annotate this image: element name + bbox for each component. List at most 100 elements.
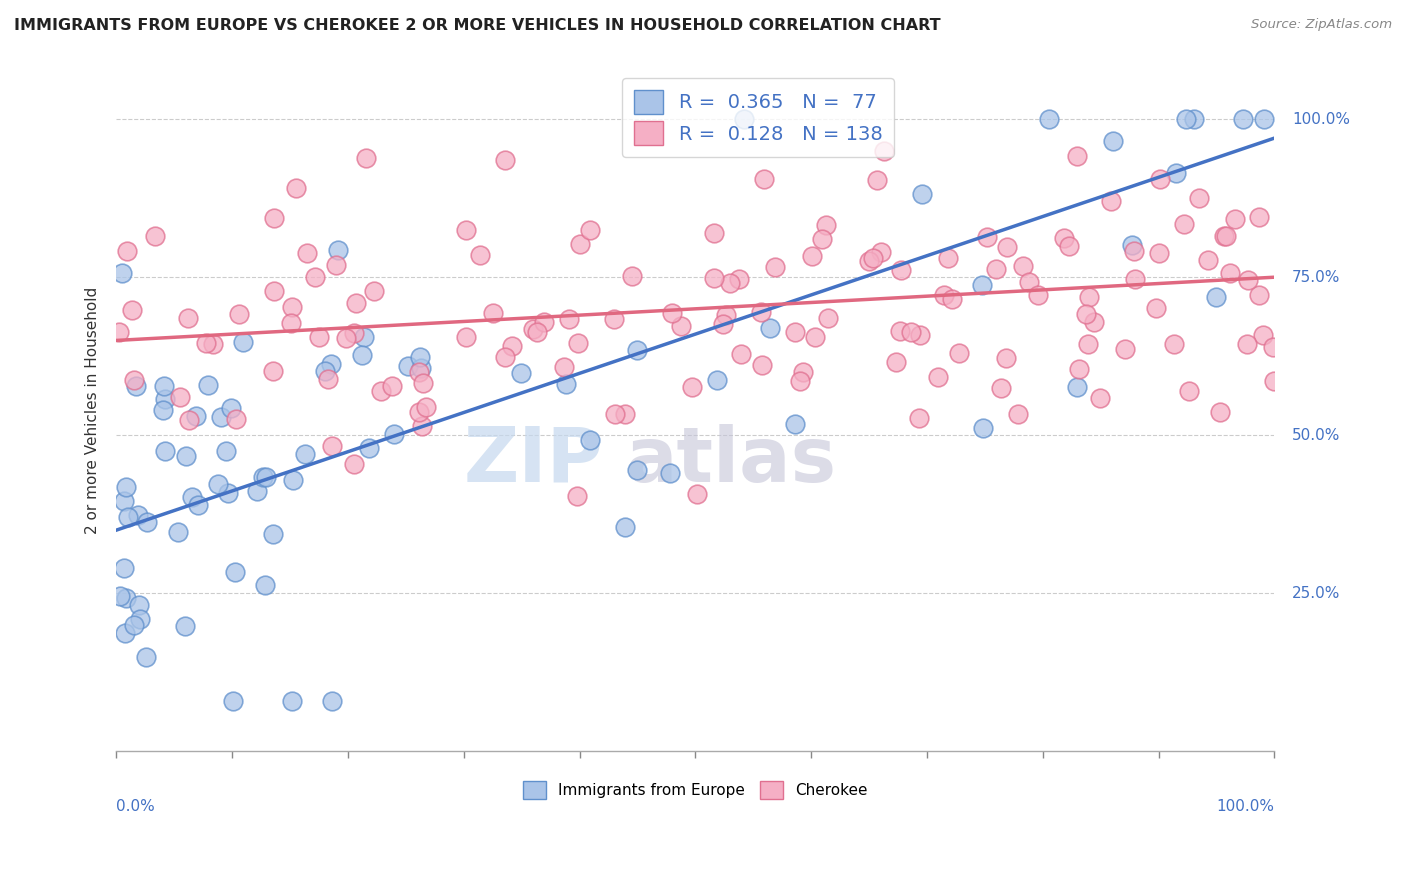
Text: 75.0%: 75.0% [1292,269,1340,285]
Point [166,524,188,539]
Point [482,306,505,320]
Point [1261,340,1284,354]
Point [568,237,591,252]
Point [412,376,434,391]
Point [706,374,728,388]
Point [262,363,284,377]
Point [873,144,896,158]
Point [124,373,146,387]
Point [613,408,636,422]
Point [232,335,254,350]
Point [814,218,837,232]
Point [553,360,575,375]
Point [948,346,970,360]
Point [381,379,404,393]
Point [578,222,600,236]
Point [1026,288,1049,302]
Point [281,694,304,708]
Point [335,331,357,345]
Point [217,486,239,500]
Point [1078,290,1101,304]
Point [197,378,219,392]
Point [1074,307,1097,321]
Point [224,565,246,579]
Point [215,444,238,458]
Point [370,384,392,398]
Point [112,561,135,575]
Point [155,443,177,458]
Point [1149,172,1171,186]
Point [363,284,385,298]
Point [382,427,405,442]
Point [285,181,308,195]
Text: ZIP: ZIP [463,424,603,498]
Point [111,267,134,281]
Point [202,336,225,351]
Point [325,258,347,272]
Point [314,364,336,378]
Point [280,300,302,314]
Point [280,316,302,330]
Point [990,381,1012,395]
Point [763,260,786,275]
Point [533,315,555,329]
Point [555,377,578,392]
Point [321,357,343,371]
Point [1174,112,1197,127]
Point [350,348,373,362]
Point [110,589,132,603]
Point [115,591,138,606]
Point [1197,253,1219,268]
Point [911,186,934,201]
Point [281,473,304,487]
Point [1212,229,1234,244]
Point [207,476,229,491]
Point [304,270,326,285]
Point [308,330,330,344]
Point [294,447,316,461]
Point [145,229,167,244]
Point [1052,231,1074,245]
Point [659,467,682,481]
Point [1099,194,1122,209]
Point [686,487,709,501]
Point [1057,239,1080,253]
Point [558,311,581,326]
Point [972,277,994,292]
Point [117,510,139,524]
Point [1215,229,1237,244]
Point [681,380,703,394]
Point [359,441,381,455]
Point [125,379,148,393]
Point [626,463,648,477]
Point [129,612,152,626]
Point [209,409,232,424]
Point [408,405,430,419]
Point [1147,246,1170,260]
Point [262,527,284,541]
Point [354,151,377,165]
Point [941,292,963,306]
Point [621,268,644,283]
Point [228,307,250,321]
Point [415,400,437,414]
Point [908,328,931,343]
Point [938,251,960,265]
Point [1018,275,1040,289]
Point [108,325,131,339]
Point [1038,112,1060,127]
Point [174,618,197,632]
Point [603,407,626,421]
Point [114,625,136,640]
Point [494,153,516,167]
Point [785,417,807,431]
Point [1067,362,1090,376]
Point [1088,391,1111,405]
Point [703,226,725,240]
Point [501,339,523,353]
Point [246,484,269,499]
Point [522,322,544,336]
Point [353,330,375,344]
Point [1188,191,1211,205]
Point [579,433,602,447]
